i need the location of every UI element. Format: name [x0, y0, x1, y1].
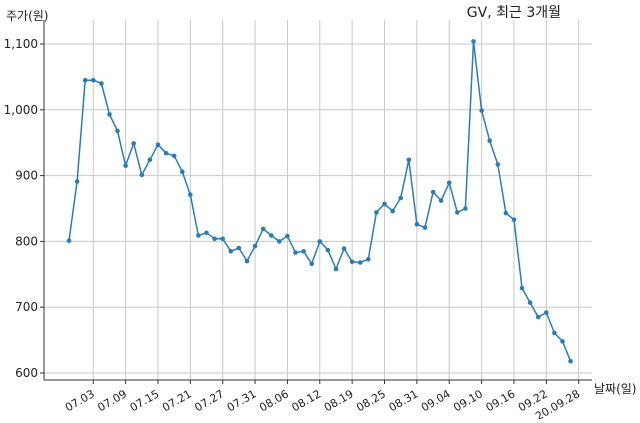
price-point — [317, 239, 323, 244]
price-point — [422, 225, 428, 230]
price-point — [212, 236, 217, 242]
x-tick-label: 07.15 — [128, 387, 162, 414]
price-point — [82, 77, 88, 83]
y-tick-label: 600 — [15, 366, 38, 380]
price-point — [252, 243, 258, 249]
price-point — [333, 266, 339, 272]
price-point — [446, 180, 452, 186]
y-tick-label: 800 — [15, 234, 38, 248]
price-point — [139, 172, 145, 178]
price-point — [511, 217, 517, 222]
price-point — [171, 153, 177, 159]
price-point — [301, 249, 306, 254]
price-point — [244, 258, 250, 264]
price-point — [487, 138, 493, 143]
price-point — [430, 189, 436, 195]
y-tick-label: 1,100 — [4, 37, 38, 51]
x-tick-label: 08.19 — [322, 387, 356, 414]
x-axis-label: 날짜(일) — [594, 382, 636, 396]
price-point — [155, 142, 161, 147]
price-point — [374, 210, 379, 215]
price-point — [325, 247, 331, 253]
price-point — [74, 179, 80, 184]
price-point — [131, 141, 136, 146]
chart-title: GV, 최근 3개월 — [467, 5, 561, 21]
price-point — [535, 314, 541, 320]
y-tick-label: 1,000 — [4, 103, 38, 117]
price-point — [366, 256, 371, 262]
x-tick-label: 07.03 — [63, 387, 97, 414]
price-point — [293, 250, 298, 255]
price-point — [260, 226, 266, 232]
x-tick-label: 09.16 — [484, 387, 518, 414]
price-point — [341, 246, 347, 251]
price-point — [99, 81, 104, 86]
x-tick-label: 07.27 — [192, 387, 226, 414]
grid-layer — [44, 20, 592, 380]
x-tick-label: 07.31 — [225, 387, 259, 414]
y-tick-label: 900 — [15, 169, 38, 183]
price-point — [107, 112, 112, 117]
price-point — [414, 222, 420, 227]
price-point — [91, 77, 96, 83]
price-point — [503, 210, 509, 216]
price-point — [471, 39, 476, 44]
price-point — [349, 259, 355, 265]
price-point — [527, 300, 533, 305]
y-tick-label: 700 — [15, 300, 38, 314]
x-tick-label: 08.06 — [257, 387, 291, 414]
x-tick-label: 07.21 — [160, 387, 194, 414]
price-point — [398, 195, 404, 201]
price-point — [495, 162, 501, 167]
price-point — [277, 239, 282, 244]
price-point — [455, 210, 460, 215]
price-point — [479, 108, 484, 113]
price-point — [519, 285, 525, 291]
price-point — [285, 233, 290, 239]
price-point — [309, 261, 315, 267]
price-point — [406, 157, 412, 163]
x-tick-label: 09.10 — [451, 387, 485, 414]
price-point — [220, 236, 225, 242]
price-point — [463, 206, 468, 211]
x-tick-label: 08.25 — [354, 387, 388, 414]
price-point — [552, 330, 557, 336]
price-point — [560, 339, 565, 344]
price-point — [147, 157, 153, 163]
price-point — [236, 245, 242, 251]
series-layer — [66, 39, 573, 364]
y-axis-label: 주가(원) — [6, 9, 48, 23]
price-point — [228, 249, 234, 254]
price-point — [115, 128, 120, 134]
x-tick-label: 09.04 — [419, 387, 453, 414]
price-point — [188, 192, 193, 197]
x-tick-label: 08.12 — [290, 387, 324, 414]
price-point — [568, 358, 573, 364]
price-point — [66, 238, 72, 243]
price-point — [357, 260, 363, 265]
price-point — [204, 230, 209, 236]
price-point — [438, 198, 444, 203]
price-point — [180, 169, 185, 174]
price-point — [269, 233, 274, 238]
price-point — [123, 163, 128, 168]
price-point — [382, 201, 387, 207]
price-point — [390, 208, 395, 214]
x-tick-label: 07.09 — [95, 387, 129, 414]
price-point — [544, 310, 549, 315]
price-point — [196, 233, 201, 238]
price-point — [163, 150, 169, 156]
x-tick-label: 08.31 — [387, 387, 421, 414]
